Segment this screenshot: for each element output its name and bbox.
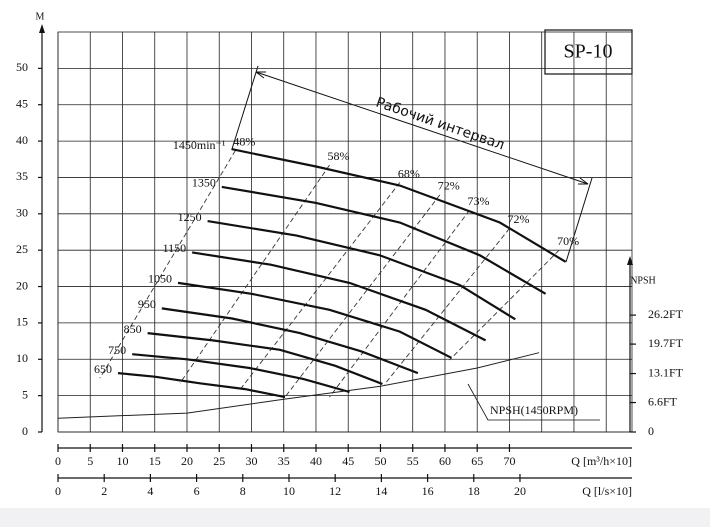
efficiency-curve (383, 228, 510, 385)
y-axis-label: M (36, 11, 45, 22)
efficiency-label: 72% (438, 179, 460, 193)
series-label: 950 (138, 297, 156, 311)
y2-tick-label: 13.1FT (648, 365, 684, 379)
x-tick-label: 6 (194, 484, 200, 498)
x2-axis-label: Q [l/s×10] (582, 484, 632, 498)
efficiency-label: 58% (328, 149, 350, 163)
x-tick-label: 10 (283, 484, 295, 498)
x-tick-label: 4 (147, 484, 153, 498)
head-curve (221, 185, 547, 295)
interval-arrow (231, 65, 593, 263)
y2-tick-label: 19.7FT (648, 336, 684, 350)
annotation: Рабочий интервал (374, 94, 507, 153)
x-axis-label: Q [m³/h×10] (571, 454, 632, 468)
chart-title: SP-10 (564, 41, 613, 63)
y-tick-label: 35 (16, 169, 28, 183)
head-curve (177, 281, 452, 359)
series-label: 1050 (148, 272, 172, 286)
y-tick-label: 40 (16, 133, 28, 147)
head-curve (117, 372, 286, 399)
efficiency-curve (99, 150, 236, 379)
npsh-label: NPSH(1450RPM) (490, 403, 578, 417)
head-curve (207, 220, 516, 321)
y-tick-label: 0 (22, 424, 28, 438)
efficiency-curve (284, 194, 441, 398)
y2-tick-label: 6.6FT (648, 394, 678, 408)
x-tick-label: 20 (514, 484, 526, 498)
x-tick-label: 0 (55, 484, 61, 498)
x-tick-label: 40 (310, 454, 322, 468)
x-tick-label: 12 (329, 484, 341, 498)
x-tick-label: 20 (181, 454, 193, 468)
series-label: 1450min⁻¹ (173, 138, 226, 152)
x-tick-label: 60 (439, 454, 451, 468)
y2-tick-label: 26.2FT (648, 307, 684, 321)
y-tick-label: 45 (16, 96, 28, 110)
x-tick-label: 55 (407, 454, 419, 468)
y2-axis-arrow (627, 256, 633, 265)
series-label: 650 (94, 362, 112, 376)
y-axis-arrow (39, 24, 45, 33)
y-tick-label: 10 (16, 351, 28, 365)
npsh-curve (57, 352, 540, 419)
x-tick-label: 0 (55, 454, 61, 468)
x-tick-label: 35 (278, 454, 290, 468)
bottom-strip (0, 508, 710, 527)
x-tick-label: 14 (375, 484, 387, 498)
x-tick-label: 18 (468, 484, 480, 498)
y2-axis-label: NPSH (630, 275, 656, 286)
series-label: 1150 (163, 241, 187, 255)
head-curve (147, 332, 383, 386)
x-tick-label: 45 (342, 454, 354, 468)
y-tick-label: 30 (16, 206, 28, 220)
efficiency-label: 73% (467, 194, 489, 208)
x-tick-label: 70 (503, 454, 515, 468)
x-tick-label: 10 (116, 454, 128, 468)
x-tick-label: 16 (422, 484, 434, 498)
title-box (544, 29, 633, 75)
head-curve (231, 148, 567, 263)
x-tick-label: 2 (101, 484, 107, 498)
x-tick-label: 65 (471, 454, 483, 468)
head-curve (132, 353, 350, 394)
x-tick-label: 15 (149, 454, 161, 468)
x-tick-label: 50 (374, 454, 386, 468)
series-label: 1350 (192, 176, 216, 190)
efficiency-curve (329, 209, 470, 398)
series-label: 1250 (178, 210, 202, 224)
efficiency-label: 70% (557, 234, 579, 248)
y-tick-label: 25 (16, 242, 28, 256)
series-label: 750 (108, 343, 126, 357)
y-tick-label: 5 (22, 387, 28, 401)
y-tick-label: 50 (16, 60, 28, 74)
plot-frame (57, 31, 633, 433)
head-curve (161, 307, 419, 375)
efficiency-label: 72% (507, 212, 529, 226)
efficiency-label: 68% (398, 166, 420, 180)
series-label: 850 (124, 322, 142, 336)
y-tick-label: 20 (16, 278, 28, 292)
efficiency-label: 48% (233, 134, 255, 148)
x-tick-label: 30 (245, 454, 257, 468)
efficiency-curve (449, 249, 560, 361)
y-tick-label: 15 (16, 315, 28, 329)
y2-tick-label: 0 (648, 424, 654, 438)
x-tick-label: 5 (87, 454, 93, 468)
x-tick-label: 25 (213, 454, 225, 468)
head-curve (191, 251, 487, 342)
x-tick-label: 8 (240, 484, 246, 498)
